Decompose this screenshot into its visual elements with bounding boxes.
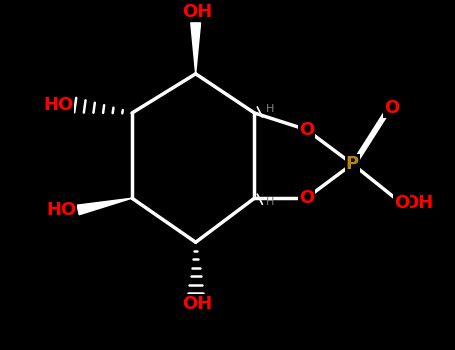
Text: O: O [299, 189, 314, 207]
Polygon shape [191, 23, 201, 74]
Text: OH: OH [182, 295, 213, 313]
Text: H: H [266, 197, 274, 207]
Text: H: H [266, 104, 274, 114]
Text: O: O [394, 194, 409, 212]
Text: O: O [384, 99, 399, 117]
Text: HO: HO [43, 96, 73, 114]
Polygon shape [77, 198, 132, 215]
Text: O: O [299, 121, 314, 139]
Text: HO: HO [46, 201, 76, 219]
Text: OH: OH [182, 3, 213, 21]
Text: P: P [346, 155, 359, 173]
Text: OH: OH [403, 194, 434, 212]
